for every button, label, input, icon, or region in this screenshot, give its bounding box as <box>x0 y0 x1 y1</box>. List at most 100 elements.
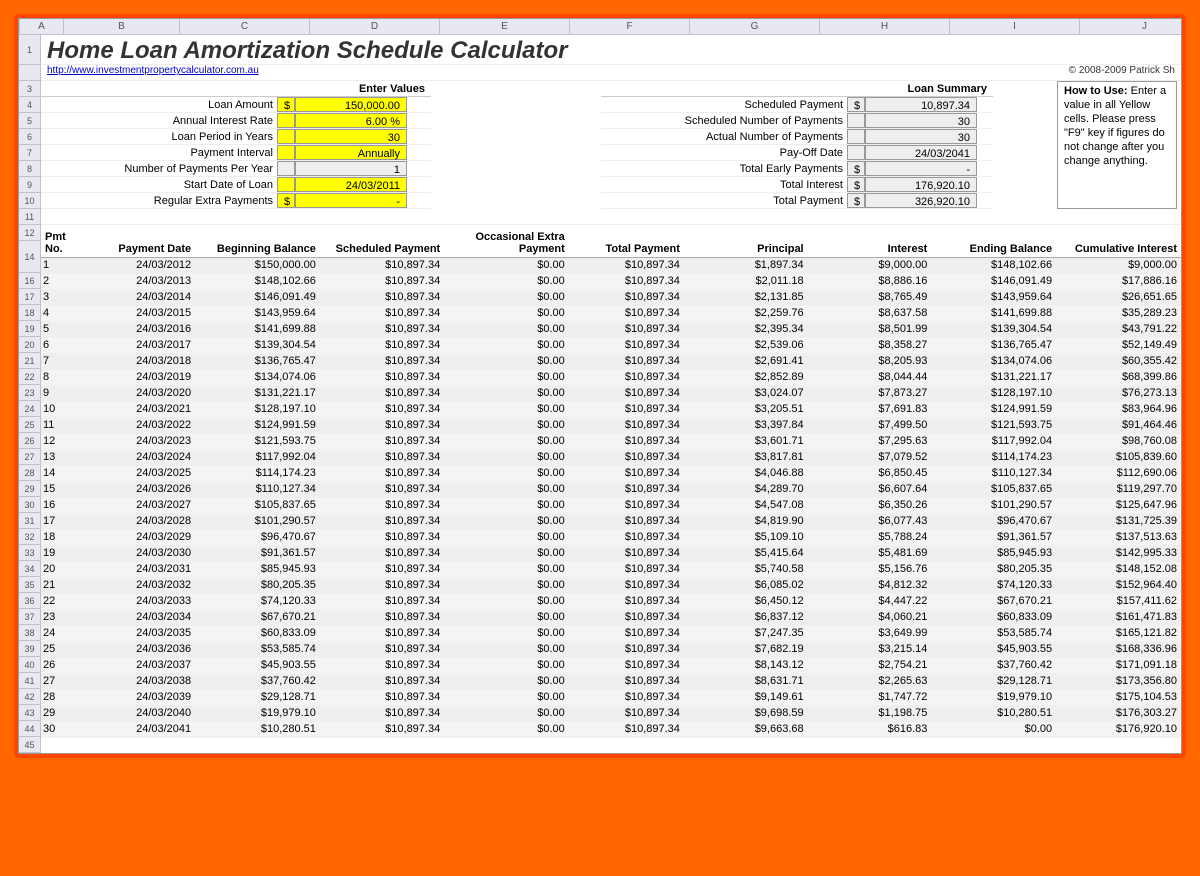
row-header-37[interactable]: 37 <box>19 609 40 625</box>
row-header-10[interactable]: 10 <box>19 193 40 209</box>
table-row[interactable]: 224/03/2013$148,102.66$10,897.34$0.00$10… <box>41 273 1181 289</box>
row-header-17[interactable]: 17 <box>19 289 40 305</box>
row-header-25[interactable]: 25 <box>19 417 40 433</box>
row-header-40[interactable]: 40 <box>19 657 40 673</box>
col-header-E[interactable]: E <box>440 19 570 34</box>
row-header-11[interactable]: 11 <box>19 209 40 225</box>
table-row[interactable]: 2424/03/2035$60,833.09$10,897.34$0.00$10… <box>41 625 1181 641</box>
table-row[interactable]: 1524/03/2026$110,127.34$10,897.34$0.00$1… <box>41 481 1181 497</box>
table-row[interactable]: 2524/03/2036$53,585.74$10,897.34$0.00$10… <box>41 641 1181 657</box>
table-row[interactable]: 2024/03/2031$85,945.93$10,897.34$0.00$10… <box>41 561 1181 577</box>
table-cell: $10,897.34 <box>569 577 684 593</box>
row-header-38[interactable]: 38 <box>19 625 40 641</box>
row-header-21[interactable]: 21 <box>19 353 40 369</box>
table-row[interactable]: 524/03/2016$141,699.88$10,897.34$0.00$10… <box>41 321 1181 337</box>
source-link[interactable]: http://www.investmentpropertycalculator.… <box>47 65 259 76</box>
input-cell[interactable]: Annually <box>295 145 407 160</box>
table-row[interactable]: 1624/03/2027$105,837.65$10,897.34$0.00$1… <box>41 497 1181 513</box>
row-header-27[interactable]: 27 <box>19 449 40 465</box>
table-cell: $6,607.64 <box>808 481 932 497</box>
table-row[interactable]: 1324/03/2024$117,992.04$10,897.34$0.00$1… <box>41 449 1181 465</box>
table-row[interactable]: 1724/03/2028$101,290.57$10,897.34$0.00$1… <box>41 513 1181 529</box>
table-row[interactable]: 1024/03/2021$128,197.10$10,897.34$0.00$1… <box>41 401 1181 417</box>
row-header-5[interactable]: 5 <box>19 113 40 129</box>
col-header-I[interactable]: I <box>950 19 1080 34</box>
input-cell[interactable]: 150,000.00 <box>295 97 407 112</box>
row-header-31[interactable]: 31 <box>19 513 40 529</box>
row-header-43[interactable]: 43 <box>19 705 40 721</box>
table-row[interactable]: 2724/03/2038$37,760.42$10,897.34$0.00$10… <box>41 673 1181 689</box>
table-cell: $3,397.84 <box>684 417 808 433</box>
table-row[interactable]: 2224/03/2033$74,120.33$10,897.34$0.00$10… <box>41 593 1181 609</box>
table-row[interactable]: 1224/03/2023$121,593.75$10,897.34$0.00$1… <box>41 433 1181 449</box>
row-header-34[interactable]: 34 <box>19 561 40 577</box>
table-row[interactable]: 2924/03/2040$19,979.10$10,897.34$0.00$10… <box>41 705 1181 721</box>
table-row[interactable]: 2324/03/2034$67,670.21$10,897.34$0.00$10… <box>41 609 1181 625</box>
table-row[interactable]: 2124/03/2032$80,205.35$10,897.34$0.00$10… <box>41 577 1181 593</box>
row-header-4[interactable]: 4 <box>19 97 40 113</box>
row-header-30[interactable]: 30 <box>19 497 40 513</box>
row-header-22[interactable]: 22 <box>19 369 40 385</box>
table-row[interactable]: 424/03/2015$143,959.64$10,897.34$0.00$10… <box>41 305 1181 321</box>
table-cell: $10,897.34 <box>320 273 444 289</box>
row-header-20[interactable]: 20 <box>19 337 40 353</box>
col-header-D[interactable]: D <box>310 19 440 34</box>
row-header-41[interactable]: 41 <box>19 673 40 689</box>
table-row[interactable]: 1124/03/2022$124,991.59$10,897.34$0.00$1… <box>41 417 1181 433</box>
table-cell: 24/03/2012 <box>84 257 195 273</box>
row-header-36[interactable]: 36 <box>19 593 40 609</box>
col-header-J[interactable]: J <box>1080 19 1200 34</box>
row-header-19[interactable]: 19 <box>19 321 40 337</box>
table-row[interactable]: 1924/03/2030$91,361.57$10,897.34$0.00$10… <box>41 545 1181 561</box>
input-cell[interactable]: 24/03/2011 <box>295 177 407 192</box>
table-row[interactable]: 3024/03/2041$10,280.51$10,897.34$0.00$10… <box>41 721 1181 737</box>
row-header-35[interactable]: 35 <box>19 577 40 593</box>
table-row[interactable]: 1824/03/2029$96,470.67$10,897.34$0.00$10… <box>41 529 1181 545</box>
col-header-H[interactable]: H <box>820 19 950 34</box>
row-header-24[interactable]: 24 <box>19 401 40 417</box>
row-header-6[interactable]: 6 <box>19 129 40 145</box>
row-header-23[interactable]: 23 <box>19 385 40 401</box>
col-header-C[interactable]: C <box>180 19 310 34</box>
input-label: Loan Period in Years <box>41 129 277 144</box>
col-header-B[interactable]: B <box>64 19 180 34</box>
col-header-A[interactable]: A <box>20 19 64 34</box>
row-header-18[interactable]: 18 <box>19 305 40 321</box>
row-header-26[interactable]: 26 <box>19 433 40 449</box>
cells-area[interactable]: Home Loan Amortization Schedule Calculat… <box>41 35 1181 753</box>
table-row[interactable]: 824/03/2019$134,074.06$10,897.34$0.00$10… <box>41 369 1181 385</box>
row-header-12[interactable]: 12 <box>19 225 40 241</box>
row-header-28[interactable]: 28 <box>19 465 40 481</box>
input-cell[interactable]: - <box>295 193 407 208</box>
row-header-[interactable] <box>19 65 40 81</box>
input-cell[interactable]: 6.00 % <box>295 113 407 128</box>
table-row[interactable]: 324/03/2014$146,091.49$10,897.34$0.00$10… <box>41 289 1181 305</box>
row-header-32[interactable]: 32 <box>19 529 40 545</box>
row-header-16[interactable]: 16 <box>19 273 40 289</box>
row-header-14[interactable]: 14 <box>19 241 40 273</box>
row-header-8[interactable]: 8 <box>19 161 40 177</box>
row-header-1[interactable]: 1 <box>19 35 40 65</box>
row-header-7[interactable]: 7 <box>19 145 40 161</box>
row-header-42[interactable]: 42 <box>19 689 40 705</box>
table-row[interactable]: 624/03/2017$139,304.54$10,897.34$0.00$10… <box>41 337 1181 353</box>
row-header-45[interactable]: 45 <box>19 737 40 753</box>
row-header-29[interactable]: 29 <box>19 481 40 497</box>
input-cell[interactable]: 30 <box>295 129 407 144</box>
table-row[interactable]: 924/03/2020$131,221.17$10,897.34$0.00$10… <box>41 385 1181 401</box>
table-row[interactable]: 2624/03/2037$45,903.55$10,897.34$0.00$10… <box>41 657 1181 673</box>
row-header-33[interactable]: 33 <box>19 545 40 561</box>
col-header-G[interactable]: G <box>690 19 820 34</box>
col-header-F[interactable]: F <box>570 19 690 34</box>
table-row[interactable]: 1424/03/2025$114,174.23$10,897.34$0.00$1… <box>41 465 1181 481</box>
table-cell: $83,964.96 <box>1056 401 1181 417</box>
table-row[interactable]: 2824/03/2039$29,128.71$10,897.34$0.00$10… <box>41 689 1181 705</box>
row-header-9[interactable]: 9 <box>19 177 40 193</box>
table-row[interactable]: 724/03/2018$136,765.47$10,897.34$0.00$10… <box>41 353 1181 369</box>
row-header-44[interactable]: 44 <box>19 721 40 737</box>
row-header-3[interactable]: 3 <box>19 81 40 97</box>
table-cell: $10,897.34 <box>320 497 444 513</box>
table-row[interactable]: 124/03/2012$150,000.00$10,897.34$0.00$10… <box>41 257 1181 273</box>
input-label: Regular Extra Payments <box>41 193 277 208</box>
row-header-39[interactable]: 39 <box>19 641 40 657</box>
